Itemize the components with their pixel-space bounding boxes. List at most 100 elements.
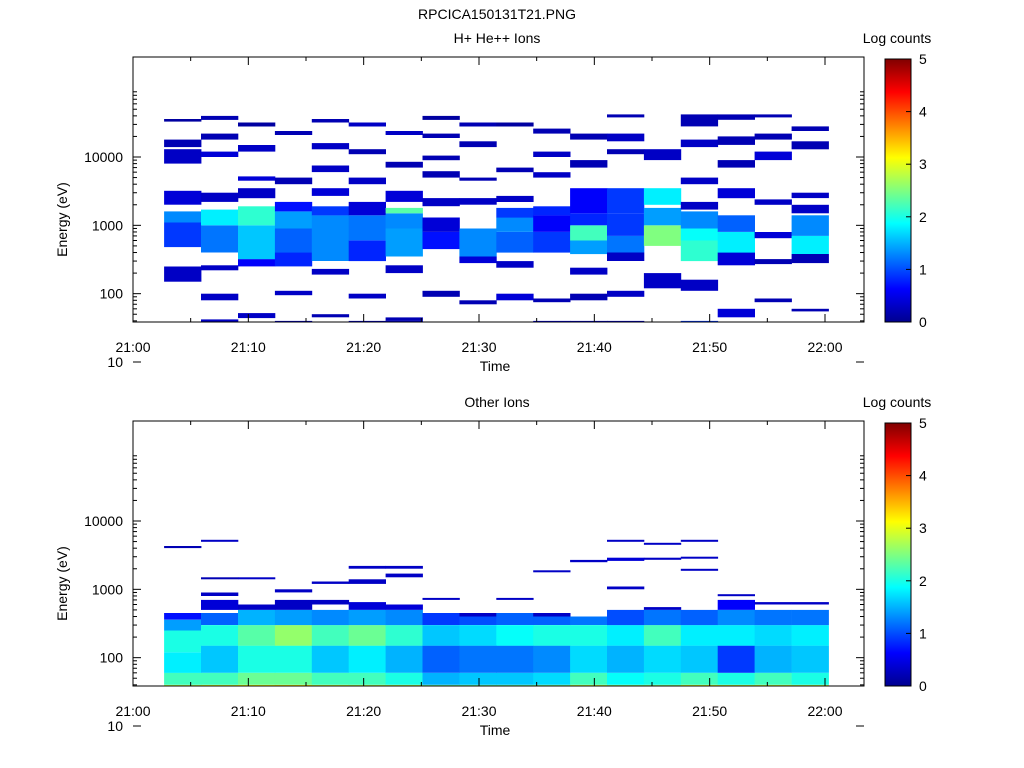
heatmap-cell <box>680 684 719 686</box>
heatmap-cell <box>496 625 534 646</box>
heatmap-cell <box>754 133 792 140</box>
heatmap-cell <box>680 645 719 673</box>
heatmap-cell <box>385 320 423 322</box>
heatmap-cell <box>459 672 497 685</box>
heatmap-cell <box>385 672 423 685</box>
x-tick-label: 22:00 <box>807 339 842 355</box>
x-axis-label: Time <box>480 722 511 738</box>
y-axis-label: Energy (eV) <box>54 182 70 257</box>
heatmap-cell <box>644 700 681 705</box>
heatmap-cell <box>422 672 460 685</box>
heatmap-cell <box>385 190 423 202</box>
heatmap-cell <box>459 613 497 617</box>
colorbar-tick-label: 5 <box>919 415 927 431</box>
heatmap-cell <box>459 256 497 264</box>
heatmap-cell <box>680 240 719 262</box>
heatmap-cell <box>311 609 350 626</box>
heatmap-cell <box>348 177 386 185</box>
heatmap-cell <box>496 597 534 600</box>
heatmap-cell <box>385 684 423 686</box>
heatmap-cell <box>570 133 608 140</box>
heatmap-cell <box>275 700 312 705</box>
heatmap-cell <box>680 609 719 626</box>
heatmap-cell <box>459 645 497 673</box>
heatmap-cell <box>274 201 313 212</box>
heatmap-cell <box>201 192 239 202</box>
heatmap-cell <box>643 149 682 161</box>
heatmap-cell <box>496 167 534 173</box>
heatmap-cell <box>385 265 423 274</box>
heatmap-cell <box>275 692 312 701</box>
x-tick-label: 21:50 <box>692 703 727 719</box>
heatmap-cell <box>422 198 460 207</box>
y-tick-label: 1000 <box>92 581 123 597</box>
heatmap-cell <box>459 122 497 127</box>
heatmap-cell <box>164 149 202 164</box>
heatmap-cell <box>274 252 313 267</box>
heatmap-cell <box>201 209 239 226</box>
heatmap-cell <box>385 609 423 626</box>
heatmap-cell <box>385 604 423 610</box>
heatmap-cell <box>607 692 644 701</box>
heatmap-cell <box>791 254 829 264</box>
heatmap-cell <box>348 201 386 216</box>
heatmap-cell <box>459 692 496 701</box>
heatmap-cell <box>717 684 755 686</box>
heatmap-cell <box>385 565 423 569</box>
heatmap-cell <box>791 204 829 214</box>
heatmap-cell <box>164 613 202 620</box>
heatmap-cell <box>791 684 829 686</box>
x-tick-label: 21:40 <box>577 339 612 355</box>
heatmap-cell <box>238 692 275 701</box>
heatmap-cell <box>717 188 755 199</box>
heatmap-cell <box>201 692 238 701</box>
heatmap-cell <box>459 684 497 686</box>
heatmap-cell <box>385 161 423 168</box>
heatmap-cell <box>422 645 460 673</box>
heatmap-cell <box>385 228 423 257</box>
heatmap-cell <box>201 613 239 625</box>
colorbar-tick-label: 3 <box>919 520 927 536</box>
heatmap-cell <box>607 609 645 626</box>
heatmap-cell <box>459 300 497 305</box>
heatmap-cell <box>792 726 829 737</box>
heatmap-cell <box>422 171 460 178</box>
heatmap-cell <box>164 700 201 705</box>
heatmap-cell <box>238 313 276 319</box>
heatmap-cell <box>791 645 829 673</box>
heatmap-cell <box>348 293 386 299</box>
figure-title: RPCICA150131T21.PNG <box>418 6 576 22</box>
heatmap-cell <box>496 645 534 673</box>
heatmap-cell <box>680 568 719 571</box>
heatmap-cell <box>792 326 829 332</box>
heatmap-cell <box>644 712 681 741</box>
heatmap-cell <box>422 155 460 161</box>
heatmap-cell <box>201 293 239 301</box>
heatmap-cell <box>496 195 534 202</box>
colorbar-tick-label: 2 <box>919 573 927 589</box>
heatmap-cell <box>680 201 719 210</box>
heatmap-cell <box>570 684 608 686</box>
heatmap-cell <box>718 692 755 701</box>
heatmap-cell <box>164 652 202 673</box>
heatmap-cell <box>570 625 608 646</box>
heatmap-cell <box>201 539 239 542</box>
heatmap-cell <box>311 143 350 150</box>
heatmap-cell <box>164 630 202 653</box>
heatmap-cell <box>201 672 239 685</box>
heatmap-cell <box>680 177 719 185</box>
heatmap-cell <box>164 692 201 701</box>
heatmap-cell <box>496 705 533 712</box>
heatmap-cell <box>348 149 386 155</box>
heatmap-cell <box>201 684 239 686</box>
heatmap-cell <box>311 119 350 123</box>
heatmap-cell <box>644 705 681 712</box>
heatmap-cell <box>755 692 792 701</box>
plot-frame <box>132 420 865 687</box>
heatmap-cell <box>238 604 276 610</box>
heatmap-cell <box>348 565 386 569</box>
heatmap-cell <box>422 290 460 297</box>
heatmap-cell <box>607 252 645 261</box>
heatmap-cell <box>238 672 276 685</box>
heatmap-cell <box>312 705 349 712</box>
